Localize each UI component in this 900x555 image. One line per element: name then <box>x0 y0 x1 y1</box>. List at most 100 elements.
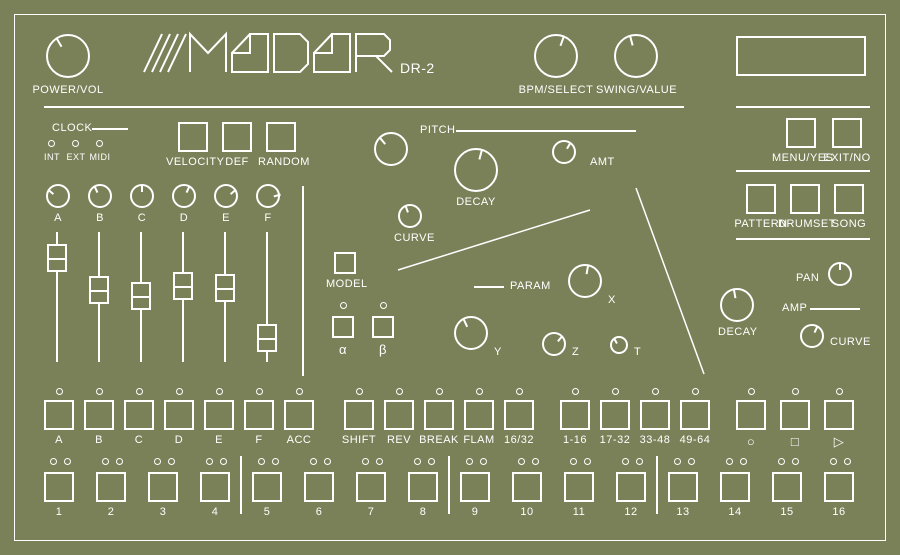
step-button-2[interactable] <box>96 472 126 502</box>
step-button-8[interactable] <box>408 472 438 502</box>
step-button-15[interactable] <box>772 472 802 502</box>
page-button-1732[interactable] <box>600 400 630 430</box>
fn-button-shift[interactable] <box>344 400 374 430</box>
fn-button-flam[interactable] <box>464 400 494 430</box>
track-button-d[interactable] <box>164 400 194 430</box>
step-led-11-1 <box>584 458 591 465</box>
fn-label-4: 16/32 <box>498 434 540 446</box>
bpm-select-knob[interactable] <box>534 34 578 78</box>
step-button-6[interactable] <box>304 472 334 502</box>
transport-button-rec[interactable] <box>736 400 766 430</box>
track-knob-f[interactable] <box>256 184 280 208</box>
pitch-amt-knob[interactable] <box>552 140 576 164</box>
page-led-1 <box>612 388 619 395</box>
page-button-4964[interactable] <box>680 400 710 430</box>
step-button-12[interactable] <box>616 472 646 502</box>
step-label-9: 9 <box>460 506 490 518</box>
fader-e[interactable] <box>215 274 235 302</box>
step-button-4[interactable] <box>200 472 230 502</box>
step-button-7[interactable] <box>356 472 386 502</box>
model-button[interactable] <box>334 252 356 274</box>
menu-yes-button[interactable] <box>786 118 816 148</box>
step-led-16-0 <box>830 458 837 465</box>
step-button-1[interactable] <box>44 472 74 502</box>
track-button-c[interactable] <box>124 400 154 430</box>
def-button[interactable] <box>222 122 252 152</box>
track-knob-c[interactable] <box>130 184 154 208</box>
track-button-f[interactable] <box>244 400 274 430</box>
track-led-1 <box>96 388 103 395</box>
step-button-13[interactable] <box>668 472 698 502</box>
fader-b[interactable] <box>89 276 109 304</box>
fn-button-1632[interactable] <box>504 400 534 430</box>
step-label-7: 7 <box>356 506 386 518</box>
fn-label-0: SHIFT <box>338 434 380 446</box>
step-label-10: 10 <box>512 506 542 518</box>
step-button-16[interactable] <box>824 472 854 502</box>
track-knob-a[interactable] <box>46 184 70 208</box>
track-knob-d[interactable] <box>172 184 196 208</box>
step-button-14[interactable] <box>720 472 750 502</box>
fn-led-2 <box>436 388 443 395</box>
step-led-8-1 <box>428 458 435 465</box>
param-line <box>474 286 504 288</box>
alpha-label: α <box>332 342 354 357</box>
step-led-6-1 <box>324 458 331 465</box>
param-x-knob[interactable] <box>568 264 602 298</box>
step-led-10-1 <box>532 458 539 465</box>
transport-led-2 <box>836 388 843 395</box>
param-z-knob[interactable] <box>542 332 566 356</box>
transport-label-2: ▷ <box>818 434 860 450</box>
fn-button-break[interactable] <box>424 400 454 430</box>
transport-label-1: □ <box>774 434 816 449</box>
transport-button-play[interactable] <box>824 400 854 430</box>
amp-decay-knob[interactable] <box>720 288 754 322</box>
alpha-button[interactable] <box>332 316 354 338</box>
random-button[interactable] <box>266 122 296 152</box>
step-button-5[interactable] <box>252 472 282 502</box>
step-led-1-0 <box>50 458 57 465</box>
page-led-0 <box>572 388 579 395</box>
beta-button[interactable] <box>372 316 394 338</box>
song-button[interactable] <box>834 184 864 214</box>
amp-curve-knob[interactable] <box>800 324 824 348</box>
step-button-3[interactable] <box>148 472 178 502</box>
transport-button-stop[interactable] <box>780 400 810 430</box>
track-button-b[interactable] <box>84 400 114 430</box>
velocity-button[interactable] <box>178 122 208 152</box>
track-button-a[interactable] <box>44 400 74 430</box>
exit-no-button[interactable] <box>832 118 862 148</box>
pattern-button[interactable] <box>746 184 776 214</box>
track-button-acc[interactable] <box>284 400 314 430</box>
step-led-7-1 <box>376 458 383 465</box>
fader-f[interactable] <box>257 324 277 352</box>
pitch-decay-knob[interactable] <box>454 148 498 192</box>
param-t-knob[interactable] <box>610 336 628 354</box>
swing-value-knob[interactable] <box>614 34 658 78</box>
param-y-knob[interactable] <box>454 316 488 350</box>
step-button-10[interactable] <box>512 472 542 502</box>
fader-d[interactable] <box>173 272 193 300</box>
step-led-6-0 <box>310 458 317 465</box>
step-label-16: 16 <box>824 506 854 518</box>
amp-pan-knob[interactable] <box>828 262 852 286</box>
fader-a[interactable] <box>47 244 67 272</box>
step-led-8-0 <box>414 458 421 465</box>
param-z-label: Z <box>572 346 579 358</box>
power-vol-knob[interactable] <box>46 34 90 78</box>
page-button-3348[interactable] <box>640 400 670 430</box>
track-knob-b[interactable] <box>88 184 112 208</box>
page-button-116[interactable] <box>560 400 590 430</box>
step-button-11[interactable] <box>564 472 594 502</box>
pitch-curve-knob[interactable] <box>398 204 422 228</box>
pitch-knob[interactable] <box>374 132 408 166</box>
fn-button-rev[interactable] <box>384 400 414 430</box>
track-knob-e[interactable] <box>214 184 238 208</box>
drumset-button[interactable] <box>790 184 820 214</box>
fn-label-1: REV <box>378 434 420 446</box>
fader-c[interactable] <box>131 282 151 310</box>
step-button-9[interactable] <box>460 472 490 502</box>
def-label: DEF <box>222 156 252 168</box>
bpm-label: BPM/SELECT <box>516 84 596 96</box>
track-button-e[interactable] <box>204 400 234 430</box>
